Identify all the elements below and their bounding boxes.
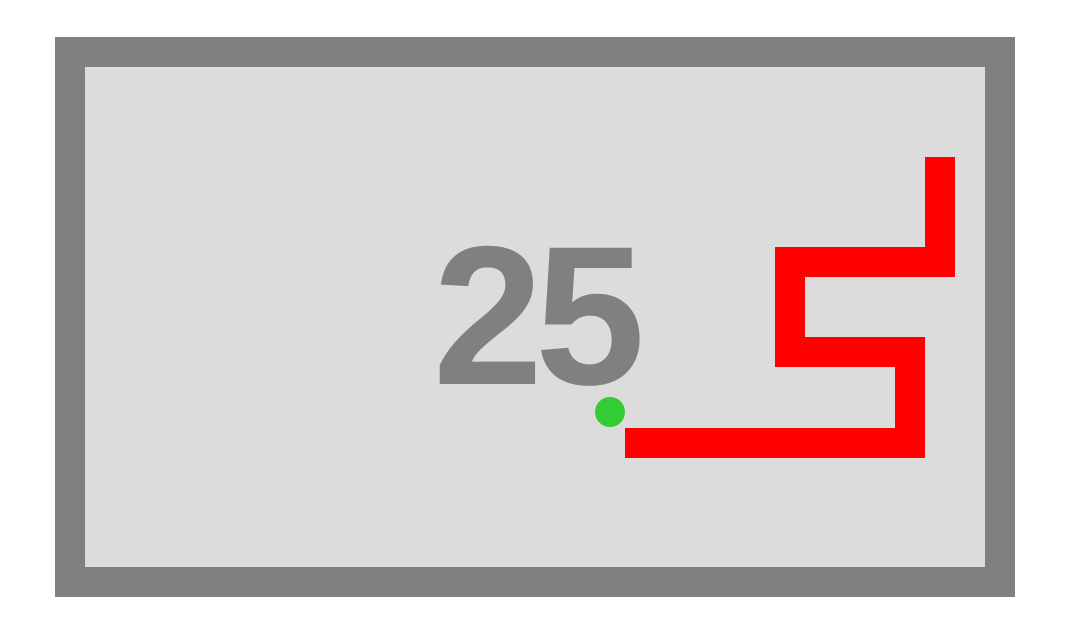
score-display: 25 bbox=[432, 205, 645, 426]
snake-body bbox=[625, 157, 955, 458]
game-canvas bbox=[595, 157, 955, 458]
food-pellet bbox=[595, 397, 625, 427]
game-board: 25 bbox=[55, 37, 1015, 597]
play-field: 25 bbox=[85, 67, 985, 567]
